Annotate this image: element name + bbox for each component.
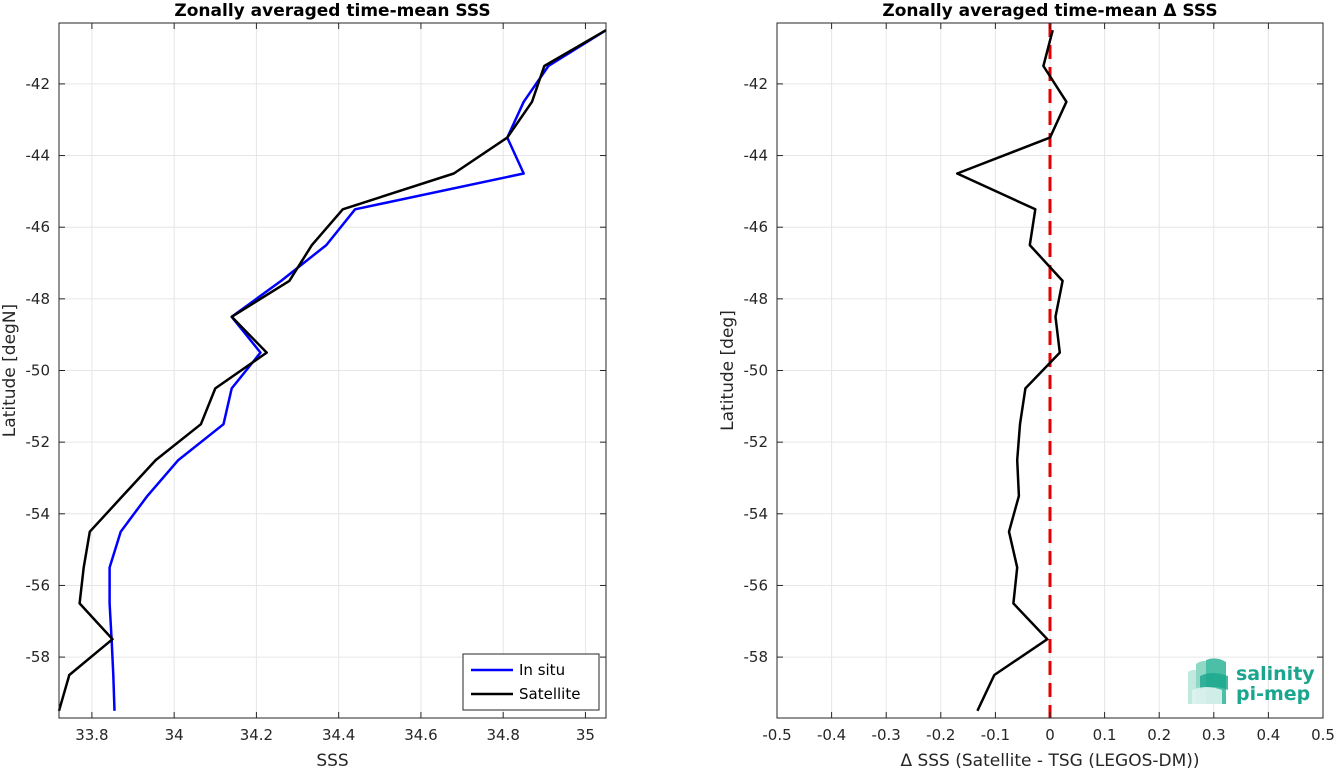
x-tick-label: 33.8 (75, 726, 108, 744)
x-tick-label: -0.4 (817, 726, 846, 744)
x-tick-label: -0.3 (872, 726, 901, 744)
y-tick-label: -56 (744, 576, 769, 594)
y-tick-label: -48 (744, 290, 769, 308)
sss-x-axis-label: SSS (316, 751, 348, 769)
delta-y-axis-label: Latitude [deg] (718, 310, 738, 431)
y-tick-label: -58 (26, 648, 51, 666)
x-tick-label: -0.5 (762, 726, 791, 744)
x-tick-label: 0 (1045, 726, 1055, 744)
y-tick-label: -58 (744, 648, 769, 666)
sss-ticks: 33.8 34 34.2 34.4 34.6 34.8 35 -58 -56 -54 -52 -50 -… (26, 23, 606, 744)
delta-sss-panel: -0.5 -0.4 -0.3 -0.2 -0.1 0 0.1 0.2 0.3 0.4 0.5 -58 -… (718, 1, 1335, 769)
x-tick-label: -0.2 (926, 726, 955, 744)
legend-label-satellite: Satellite (519, 685, 580, 703)
sss-legend: In situ Satellite (462, 653, 600, 711)
x-tick-label: 34.8 (486, 726, 519, 744)
logo-text-pi-mep: pi-mep (1236, 683, 1310, 705)
delta-series-layer (955, 29, 1068, 712)
delta-ticks: -0.5 -0.4 -0.3 -0.2 -0.1 0 0.1 0.2 0.3 0.4 0.5 -58 -… (744, 23, 1335, 744)
x-tick-label: 0.4 (1256, 726, 1280, 744)
y-tick-label: -44 (26, 147, 51, 165)
delta-x-axis-label: Δ SSS (Satellite - TSG (LEGOS-DM)) (900, 751, 1199, 769)
sss-profile-panel: 33.8 34 34.2 34.4 34.6 34.8 35 -58 -56 -54 -52 -50 -… (0, 1, 607, 769)
x-tick-label: 34.6 (404, 726, 437, 744)
sss-y-axis-label: Latitude [degN] (0, 304, 20, 437)
y-tick-label: -50 (744, 362, 769, 380)
y-tick-label: -54 (26, 505, 51, 523)
logo-text-salinity: salinity (1236, 663, 1315, 685)
x-tick-label: 0.3 (1202, 726, 1226, 744)
y-tick-label: -56 (26, 576, 51, 594)
y-tick-label: -52 (744, 433, 769, 451)
sss-grid (59, 23, 606, 718)
y-tick-label: -42 (744, 75, 769, 93)
x-tick-label: 0.2 (1147, 726, 1171, 744)
in-situ-series-line (108, 29, 607, 711)
satellite-series-line (57, 29, 607, 712)
y-tick-label: -52 (26, 433, 51, 451)
y-tick-label: -54 (744, 505, 769, 523)
y-tick-label: -42 (26, 75, 51, 93)
y-tick-label: -44 (744, 147, 769, 165)
legend-box (462, 653, 600, 711)
delta-chart-title: Zonally averaged time-mean Δ SSS (882, 1, 1217, 21)
delta-sss-series-line (955, 29, 1068, 712)
x-tick-label: 34.4 (322, 726, 355, 744)
sss-series-layer (57, 29, 607, 712)
x-tick-label: 34.2 (240, 726, 273, 744)
y-tick-label: -46 (26, 218, 51, 236)
y-tick-label: -46 (744, 218, 769, 236)
x-tick-label: 34 (165, 726, 184, 744)
delta-grid (776, 23, 1324, 718)
salinity-pi-mep-logo: salinity pi-mep (1188, 658, 1315, 705)
x-tick-label: -0.1 (981, 726, 1010, 744)
sss-chart-title: Zonally averaged time-mean SSS (174, 1, 490, 21)
x-tick-label: 35 (576, 726, 595, 744)
legend-label-in-situ: In situ (519, 661, 565, 679)
wave-logo-icon (1188, 658, 1228, 704)
x-tick-label: 0.5 (1311, 726, 1335, 744)
x-tick-label: 0.1 (1093, 726, 1117, 744)
y-tick-label: -50 (26, 362, 51, 380)
y-tick-label: -48 (26, 290, 51, 308)
